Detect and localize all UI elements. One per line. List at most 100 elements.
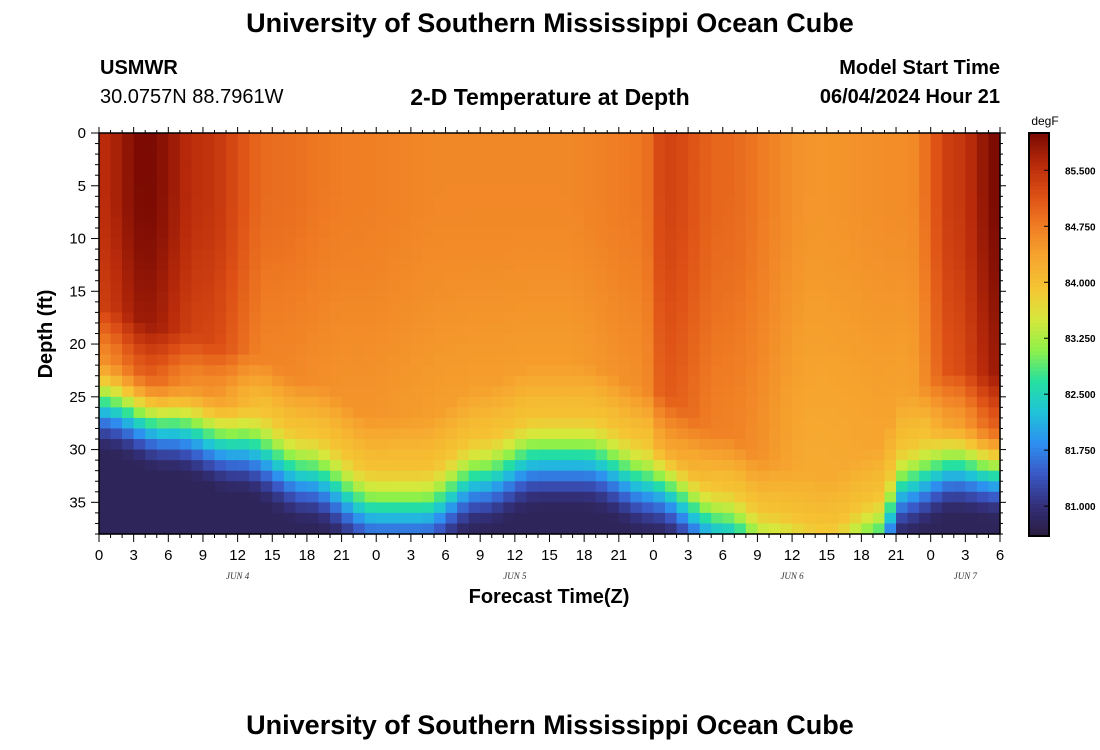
heatmap-cell [99, 259, 112, 271]
heatmap-cell [838, 312, 851, 324]
heatmap-cell [457, 291, 470, 303]
heatmap-cell [214, 133, 227, 145]
heatmap-cell [480, 196, 493, 208]
heatmap-cell [110, 512, 123, 525]
heatmap-cell [838, 227, 851, 240]
heatmap-cell [641, 238, 655, 250]
colorbar-band [1029, 443, 1049, 448]
heatmap-cell [179, 143, 193, 155]
heatmap-cell [122, 312, 135, 324]
heatmap-cell [191, 217, 204, 229]
heatmap-cell [976, 386, 990, 398]
heatmap-cell [595, 417, 608, 430]
heatmap-cell [711, 439, 724, 451]
colorbar-band [1029, 261, 1049, 267]
heatmap-cell [849, 481, 862, 493]
heatmap-cell [445, 196, 458, 208]
heatmap-cell [387, 280, 400, 292]
heatmap-cell [838, 344, 851, 356]
heatmap-cell [341, 164, 354, 176]
heatmap-cell [156, 249, 169, 261]
y-tick-label: 35 [69, 494, 86, 511]
heatmap-cell [503, 175, 516, 187]
heatmap-cell [537, 312, 551, 324]
heatmap-cell [838, 133, 851, 145]
heatmap-cell [919, 417, 932, 430]
heatmap-cell [653, 259, 666, 271]
heatmap-cell [572, 270, 585, 282]
heatmap-cell [156, 365, 169, 377]
heatmap-cell [503, 164, 516, 176]
heatmap-cell [561, 196, 574, 208]
heatmap-cell [572, 196, 585, 208]
heatmap-cell [872, 365, 886, 377]
colorbar-unit: degF [1031, 114, 1058, 128]
heatmap-cell [780, 280, 793, 292]
heatmap-cell [179, 354, 193, 366]
heatmap-cell [226, 312, 239, 324]
heatmap-cell [110, 196, 123, 208]
heatmap-cell [641, 481, 655, 493]
heatmap-cell [422, 154, 435, 166]
heatmap-cell [191, 133, 204, 145]
heatmap-cell [237, 333, 250, 345]
heatmap-cell [260, 227, 273, 240]
heatmap-cell [214, 227, 227, 240]
heatmap-cell [953, 502, 966, 514]
heatmap-cell [110, 417, 123, 430]
heatmap-cell [826, 512, 839, 525]
heatmap-cell [630, 301, 643, 313]
heatmap-cell [930, 280, 943, 292]
colorbar-frame [1028, 132, 1050, 537]
heatmap-cell [399, 470, 412, 482]
colorbar-band [1029, 197, 1049, 203]
heatmap-cell [179, 470, 193, 482]
heatmap-cell [595, 449, 608, 461]
heatmap-cell [526, 523, 539, 535]
heatmap-cell [792, 333, 805, 345]
heatmap-cell [607, 154, 620, 166]
colorbar-band [1029, 257, 1049, 263]
heatmap-cell [341, 407, 354, 419]
heatmap-cell [815, 206, 828, 219]
heatmap-cell [607, 185, 620, 197]
heatmap-cell [295, 386, 308, 398]
heatmap-cell [145, 154, 158, 166]
heatmap-cell [387, 502, 400, 514]
heatmap-cell [122, 217, 135, 229]
heatmap-cell [849, 491, 862, 503]
heatmap-cell [491, 396, 504, 408]
colorbar-band [1029, 330, 1049, 336]
heatmap-cell [653, 238, 666, 250]
heatmap-cell [826, 502, 839, 514]
heatmap-cell [156, 375, 169, 387]
heatmap-cell [665, 417, 678, 430]
heatmap-cell [641, 365, 655, 377]
heatmap-cell [110, 154, 123, 166]
heatmap-cell [768, 259, 782, 271]
heatmap-cell [491, 133, 504, 145]
heatmap-cell [318, 333, 331, 345]
heatmap-cell [792, 428, 805, 440]
heatmap-cell [768, 133, 782, 145]
heatmap-cell [965, 322, 978, 335]
heatmap-cell [976, 407, 990, 419]
colorbar-band [1029, 270, 1049, 275]
heatmap-cell [757, 333, 770, 345]
heatmap-cell [665, 354, 678, 366]
heatmap-cell [976, 344, 990, 356]
heatmap-cell [561, 175, 574, 187]
heatmap-cell [433, 470, 447, 482]
heatmap-cell [179, 280, 193, 292]
colorbar-band [1029, 189, 1049, 195]
heatmap-cell [942, 227, 955, 240]
heatmap-cell [665, 344, 678, 356]
heatmap-cell [179, 417, 193, 430]
heatmap-cell [110, 407, 123, 419]
heatmap-cell [110, 439, 123, 451]
heatmap-cell [145, 470, 158, 482]
heatmap-cell [387, 154, 400, 166]
heatmap-cell [237, 270, 250, 282]
heatmap-cell [526, 164, 539, 176]
heatmap-cell [237, 386, 250, 398]
